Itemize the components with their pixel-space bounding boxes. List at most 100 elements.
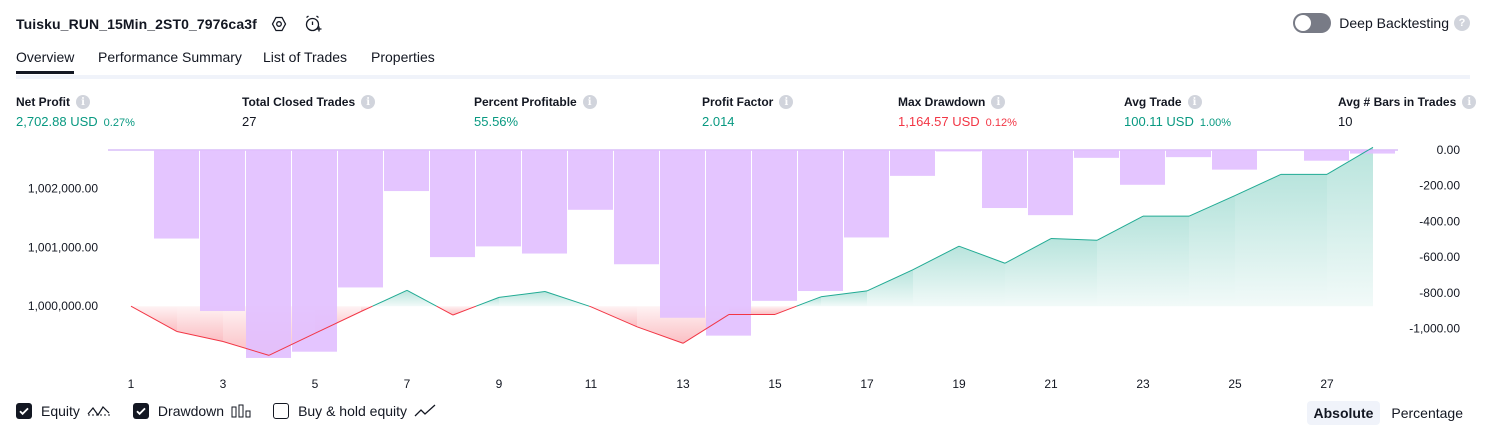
equity-line-segment <box>452 305 477 316</box>
equity-gain-area <box>1005 238 1051 307</box>
drawdown-bar <box>660 150 705 318</box>
right-axis-tick-label: -200.00 <box>1419 179 1460 193</box>
help-icon[interactable]: ? <box>1454 15 1470 31</box>
right-axis-tick-label: -400.00 <box>1419 214 1460 228</box>
equity-gain-area <box>913 246 959 307</box>
drawdown-bar <box>614 150 659 265</box>
metric-net-profit: Net Profit i 2,702.88 USD 0.27% <box>16 94 135 129</box>
buy-hold-checkbox[interactable] <box>273 403 290 419</box>
tab-performance-summary[interactable]: Performance Summary <box>98 49 242 65</box>
x-axis-tick-label: 5 <box>312 377 319 391</box>
info-icon[interactable]: i <box>582 95 597 109</box>
equity-line-segment <box>475 296 500 307</box>
x-axis-tick-label: 13 <box>676 377 690 391</box>
drawdown-bars-icon <box>231 404 251 418</box>
equity-line-segment <box>436 305 454 316</box>
tab-properties[interactable]: Properties <box>371 49 435 65</box>
x-axis-tick-label: 3 <box>220 377 227 391</box>
equity-loss-area <box>361 306 373 312</box>
info-icon[interactable]: i <box>991 95 1006 109</box>
deep-backtesting-control: Deep Backtesting ? <box>1293 13 1470 33</box>
x-axis-tick-label: 27 <box>1320 377 1334 391</box>
equity-drawdown-chart[interactable]: 1,000,000.00 1,001,000.00 1,002,000.00 0.00… <box>0 140 1486 395</box>
drawdown-bar <box>200 150 245 312</box>
x-axis-tick-label: 25 <box>1228 377 1242 391</box>
drawdown-bar <box>246 150 291 358</box>
legend-drawdown[interactable]: Drawdown <box>132 403 251 419</box>
info-icon[interactable]: i <box>361 95 376 109</box>
metric-profit-factor: Profit Factor i 2.014 <box>702 94 794 129</box>
drawdown-bar <box>430 150 475 258</box>
x-axis-tick-label: 19 <box>952 377 966 391</box>
equity-line-segment <box>958 245 1006 264</box>
equity-gain-area <box>867 269 913 307</box>
equity-line-segment <box>636 326 684 344</box>
left-axis-tick-label: 1,000,000.00 <box>28 299 98 313</box>
drawdown-bar <box>292 150 337 352</box>
equity-line-segment <box>314 311 362 334</box>
equity-line-segment <box>1188 195 1236 217</box>
equity-line-icon <box>87 404 111 418</box>
legend-equity[interactable]: Equity <box>16 403 111 419</box>
equity-line-segment <box>796 296 822 307</box>
equity-gain-area <box>1189 195 1235 307</box>
drawdown-bar <box>522 150 567 254</box>
equity-gain-area <box>1143 216 1189 307</box>
drawdown-bar <box>1350 150 1395 154</box>
equity-line-segment <box>360 305 373 312</box>
metric-avg-trade: Avg Trade i 100.11 USD 1.00% <box>1124 94 1231 129</box>
chart-legend: Equity Drawdown Buy & hold equity <box>16 403 458 419</box>
tab-bar: Overview Performance Summary List of Tra… <box>16 44 1470 79</box>
metric-value: 2,702.88 USD <box>16 114 98 129</box>
equity-line-segment <box>590 306 638 328</box>
legend-label: Equity <box>41 403 80 419</box>
equity-loss-area <box>177 306 223 342</box>
x-axis-tick-label: 21 <box>1044 377 1058 391</box>
tab-list-of-trades[interactable]: List of Trades <box>263 49 348 65</box>
drawdown-bar <box>1304 150 1349 161</box>
info-icon[interactable]: i <box>1462 95 1477 109</box>
drawdown-bar <box>476 150 521 247</box>
right-axis-tick-label: -800.00 <box>1419 286 1460 300</box>
add-alert-icon[interactable] <box>301 12 325 36</box>
x-axis-tick-label: 11 <box>585 377 598 391</box>
equity-line-segment <box>1326 146 1374 175</box>
equity-gain-area <box>959 246 1005 307</box>
equity-gain-area <box>821 290 867 307</box>
info-icon[interactable]: i <box>76 95 90 109</box>
equity-checkbox[interactable] <box>16 403 32 419</box>
legend-label: Drawdown <box>157 403 225 419</box>
buy-hold-line-icon <box>414 404 436 418</box>
x-axis-tick-label: 7 <box>404 377 411 391</box>
metric-value: 55.56% <box>474 114 519 129</box>
drawdown-bar <box>890 150 935 176</box>
metric-label: Avg # Bars in Trades <box>1338 95 1457 109</box>
x-axis-tick-label: 23 <box>1136 377 1150 391</box>
value-mode-switch: Absolute Percentage <box>1303 401 1471 425</box>
absolute-mode-button[interactable]: Absolute <box>1306 401 1381 425</box>
metric-value: 100.11 USD <box>1124 114 1194 129</box>
equity-line-segment <box>498 290 546 298</box>
drawdown-bar <box>154 150 199 239</box>
equity-gain-area <box>1327 147 1373 307</box>
legend-buy-hold-equity[interactable]: Buy & hold equity <box>273 403 436 419</box>
settings-icon[interactable] <box>267 12 291 36</box>
percentage-mode-button[interactable]: Percentage <box>1391 405 1463 421</box>
drawdown-bar <box>706 150 751 336</box>
equity-gain-area <box>1051 238 1097 307</box>
deep-backtesting-label: Deep Backtesting <box>1339 15 1449 31</box>
legend-label: Buy & hold equity <box>298 403 408 419</box>
equity-line-segment <box>866 269 914 292</box>
equity-line-segment <box>222 341 270 356</box>
info-icon[interactable]: i <box>1187 95 1202 109</box>
deep-backtesting-toggle[interactable] <box>1293 13 1332 33</box>
tab-overview[interactable]: Overview <box>16 49 75 74</box>
drawdown-checkbox[interactable] <box>132 403 149 419</box>
equity-line-segment <box>1004 238 1052 264</box>
x-axis-tick-label: 1 <box>128 377 135 391</box>
info-icon[interactable]: i <box>779 95 794 109</box>
metric-label: Total Closed Trades <box>242 95 356 109</box>
metric-label: Profit Factor <box>702 95 774 109</box>
drawdown-bar <box>1166 150 1211 158</box>
drawdown-bar <box>982 150 1027 209</box>
